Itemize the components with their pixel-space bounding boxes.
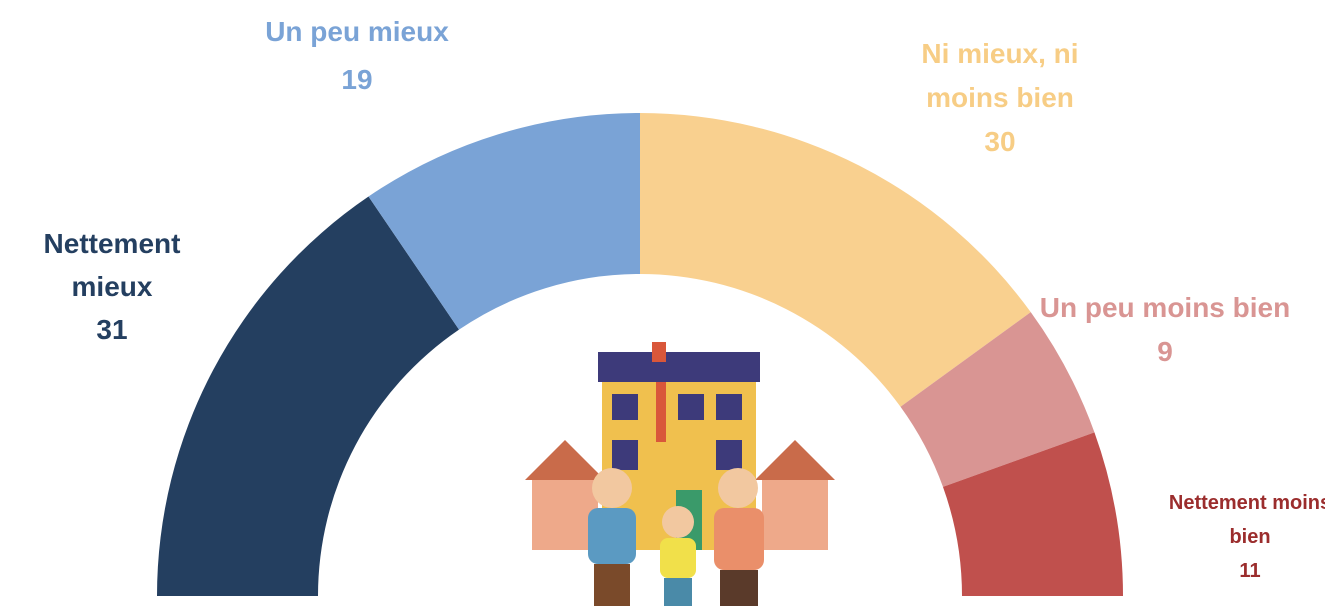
- value-label: 30: [885, 120, 1115, 164]
- category-name: Un peu mieux: [207, 8, 507, 56]
- page: Nettement mieux31 Un peu mieux19 Ni mieux,…: [0, 0, 1325, 606]
- category-name: Un peu moins bien: [1035, 286, 1295, 330]
- category-name: Nettement mieux: [17, 222, 207, 308]
- value-label: 11: [1165, 554, 1325, 588]
- category-name: Nettement moins bien: [1165, 486, 1325, 554]
- value-label: 9: [1035, 330, 1295, 374]
- illustration: [525, 342, 835, 606]
- category-name: Ni mieux, ni moins bien: [885, 32, 1115, 120]
- value-label: 31: [17, 308, 207, 351]
- value-label: 19: [207, 56, 507, 104]
